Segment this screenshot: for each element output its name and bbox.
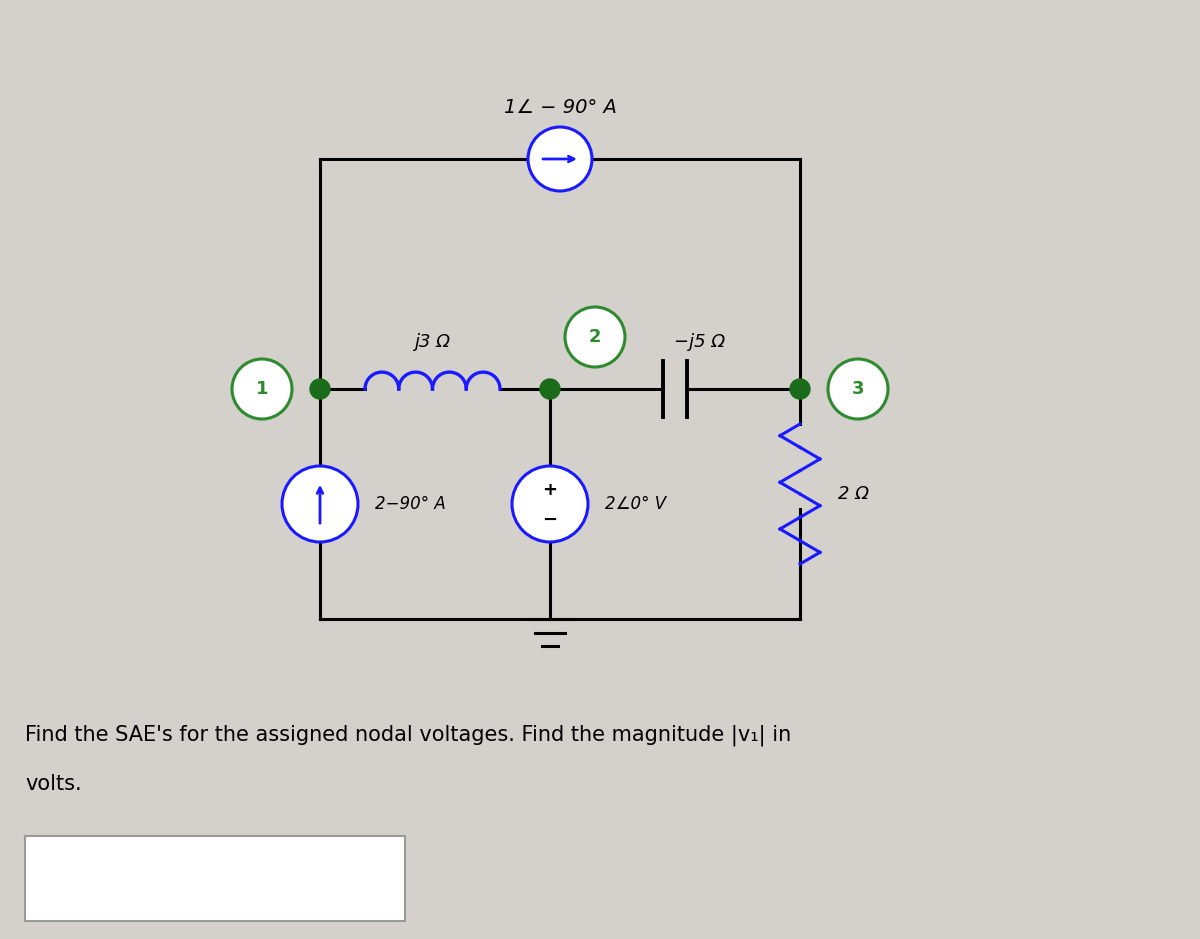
Text: 2: 2 xyxy=(589,328,601,346)
Circle shape xyxy=(828,359,888,419)
Text: +: + xyxy=(542,481,558,499)
Circle shape xyxy=(790,379,810,399)
Text: 2∠0° V: 2∠0° V xyxy=(605,495,666,513)
Text: 2−90° A: 2−90° A xyxy=(376,495,445,513)
Text: −: − xyxy=(542,511,558,529)
FancyBboxPatch shape xyxy=(25,836,406,921)
Circle shape xyxy=(540,379,560,399)
Text: 3: 3 xyxy=(852,380,864,398)
Circle shape xyxy=(528,127,592,191)
Circle shape xyxy=(565,307,625,367)
Circle shape xyxy=(310,379,330,399)
Circle shape xyxy=(232,359,292,419)
Text: 2 Ω: 2 Ω xyxy=(838,485,869,503)
Circle shape xyxy=(512,466,588,542)
Text: j3 Ω: j3 Ω xyxy=(414,333,450,351)
Circle shape xyxy=(282,466,358,542)
Text: Find the SAE's for the assigned nodal voltages. Find the magnitude |v₁| in: Find the SAE's for the assigned nodal vo… xyxy=(25,724,791,746)
Text: −j5 Ω: −j5 Ω xyxy=(674,333,726,351)
Text: 1∠ − 90° A: 1∠ − 90° A xyxy=(504,98,617,117)
Text: 1: 1 xyxy=(256,380,269,398)
Text: volts.: volts. xyxy=(25,774,82,794)
